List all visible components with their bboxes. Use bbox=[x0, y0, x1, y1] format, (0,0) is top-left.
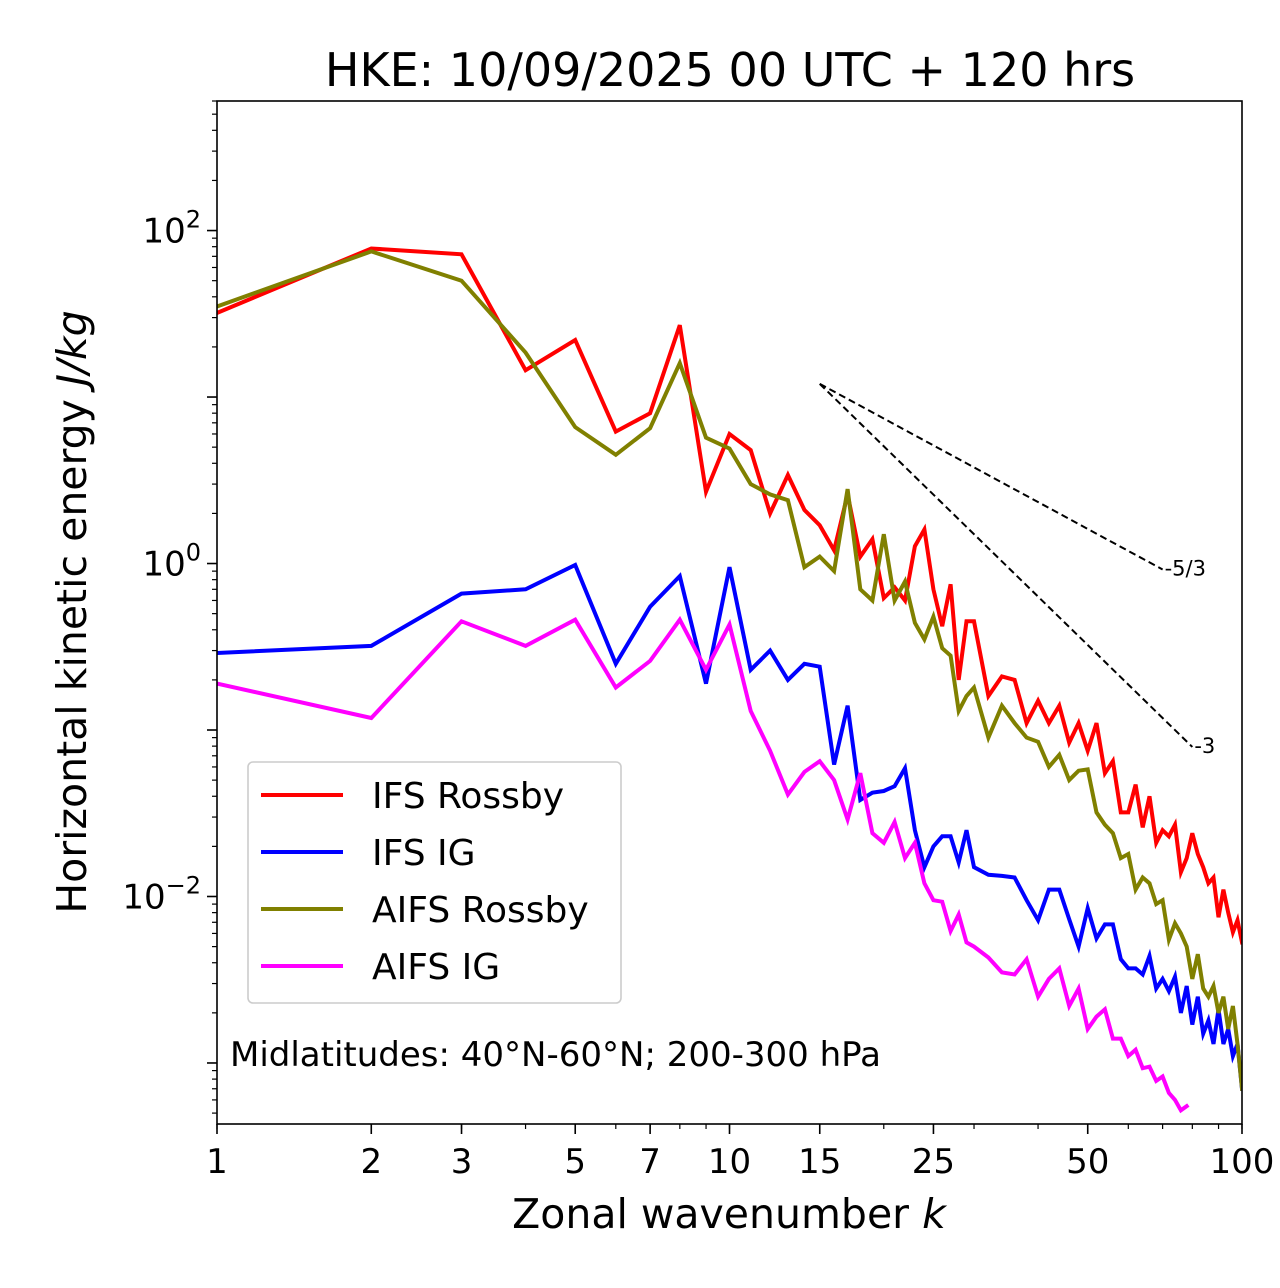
x-axis-label: Zonal wavenumber k bbox=[512, 1190, 948, 1238]
x-tick-label: 3 bbox=[451, 1142, 473, 1182]
y-axis-label-text: Horizontal kinetic energy bbox=[48, 386, 96, 914]
legend-label-ifs-rossby: IFS Rossby bbox=[372, 776, 564, 817]
y-axis: 102 100 10−2 bbox=[122, 100, 217, 1114]
reference-line-label-1: -5/3 bbox=[1165, 556, 1206, 580]
y-tick-label: 100 bbox=[142, 539, 201, 585]
x-tick-label: 15 bbox=[798, 1142, 841, 1182]
series-line-ifs-ig bbox=[217, 562, 1242, 1091]
reference-line-2 bbox=[819, 383, 1194, 748]
region-annotation: Midlatitudes: 40°N-60°N; 200-300 hPa bbox=[230, 1035, 881, 1075]
y-tick-label: 10−2 bbox=[122, 871, 201, 917]
x-axis: 1 2 3 5 7 10 15 25 50 100 bbox=[206, 1124, 1274, 1182]
legend-label-aifs-ig: AIFS IG bbox=[372, 947, 500, 988]
y-axis-label-unit: J/kg bbox=[48, 310, 96, 393]
x-tick-label: 2 bbox=[360, 1142, 382, 1182]
x-tick-label: 25 bbox=[912, 1142, 955, 1182]
chart-title: HKE: 10/09/2025 00 UTC + 120 hrs bbox=[325, 43, 1135, 97]
y-tick-label: 102 bbox=[142, 206, 201, 252]
legend-box bbox=[247, 761, 622, 1004]
x-tick-label: 50 bbox=[1066, 1142, 1109, 1182]
x-axis-label-var: k bbox=[922, 1190, 948, 1238]
reference-line-1 bbox=[819, 382, 1164, 571]
x-tick-label: 10 bbox=[708, 1142, 751, 1182]
legend-label-aifs-rossby: AIFS Rossby bbox=[372, 890, 589, 931]
x-tick-label: 7 bbox=[639, 1142, 661, 1182]
reference-line-label-2: -3 bbox=[1194, 734, 1215, 758]
x-tick-label: 1 bbox=[206, 1142, 228, 1182]
x-axis-label-text: Zonal wavenumber bbox=[512, 1190, 922, 1238]
y-axis-label: Horizontal kinetic energy J/kg bbox=[48, 310, 96, 913]
x-tick-label: 5 bbox=[564, 1142, 586, 1182]
legend: IFS Rossby IFS IG AIFS Rossby AIFS IG bbox=[247, 761, 622, 1004]
x-tick-label: 100 bbox=[1210, 1142, 1275, 1182]
series-line-aifs-rossby bbox=[217, 249, 1242, 1091]
plot-area: -5/3 -3 bbox=[216, 100, 1243, 1125]
series-line-aifs-ig bbox=[217, 615, 1190, 1114]
legend-label-ifs-ig: IFS IG bbox=[372, 833, 476, 874]
